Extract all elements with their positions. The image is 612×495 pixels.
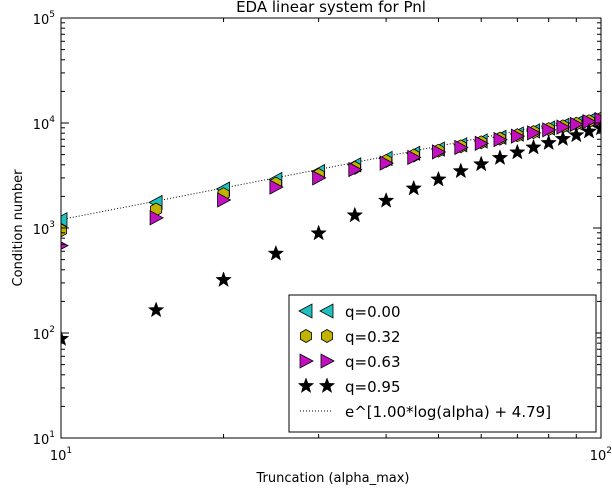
legend-entry: e^[1.00*log(alpha) + 4.79]	[300, 403, 551, 421]
legend-entry: q=0.32	[299, 328, 401, 346]
legend-marker	[319, 303, 334, 319]
plot-area	[61, 111, 601, 346]
data-point	[525, 138, 542, 155]
x-tick-label: 101	[50, 446, 72, 464]
data-point	[542, 122, 557, 138]
x-tick-label: 102	[590, 446, 612, 464]
legend-label: e^[1.00*log(alpha) + 4.79]	[345, 403, 551, 421]
data-point	[215, 271, 232, 288]
legend: q=0.00 q=0.32 q=0.63 q=0.95 e^[1.00*log(alph…	[288, 294, 597, 433]
data-point	[580, 122, 598, 139]
data-point	[346, 206, 364, 223]
data-point	[377, 191, 395, 208]
data-point	[430, 170, 447, 187]
legend-marker	[299, 353, 314, 369]
data-point	[147, 301, 165, 318]
data-point	[310, 224, 327, 241]
data-point	[149, 210, 164, 226]
y-tick-label: 102	[33, 325, 55, 343]
y-tick-label: 104	[33, 115, 56, 133]
y-tick-label: 101	[33, 430, 55, 448]
legend-entry: q=0.00	[298, 303, 401, 321]
data-point	[567, 126, 585, 143]
legend-marker	[299, 329, 313, 343]
legend-marker	[320, 329, 334, 343]
legend-marker	[318, 377, 336, 394]
y-tick-label: 105	[33, 10, 55, 28]
series-q=0.95	[61, 119, 601, 346]
data-point	[61, 212, 68, 228]
data-point	[474, 135, 490, 152]
legend-box	[288, 294, 597, 433]
data-point	[556, 119, 571, 135]
legend-label: q=0.00	[345, 303, 401, 321]
data-point	[509, 143, 526, 160]
data-point	[312, 170, 327, 186]
data-point	[267, 244, 285, 261]
chart-title: EDA linear system for Pnl	[236, 0, 426, 16]
legend-marker	[298, 303, 313, 319]
legend-label: q=0.95	[345, 378, 401, 396]
data-point	[407, 149, 422, 166]
data-point	[491, 149, 509, 165]
data-point	[269, 179, 284, 195]
legend-entry: q=0.95	[297, 377, 401, 396]
data-point	[379, 155, 394, 171]
data-point	[493, 131, 508, 148]
y-tick-label: 103	[33, 220, 55, 238]
legend-label: q=0.63	[345, 353, 401, 371]
data-point	[527, 125, 542, 141]
data-point	[432, 144, 447, 160]
data-point	[61, 223, 68, 238]
legend-label: q=0.32	[345, 328, 401, 346]
series-q=0.63	[61, 111, 601, 250]
data-point	[452, 162, 470, 179]
ticks-layer: 101 102 103 104 105 101 102	[33, 10, 612, 464]
legend-marker	[320, 353, 335, 369]
legend-entry: q=0.63	[299, 353, 401, 371]
data-point	[510, 128, 526, 144]
data-point	[554, 130, 572, 147]
data-point	[405, 179, 423, 196]
markers-layer	[61, 111, 601, 346]
legend-marker	[297, 377, 315, 394]
x-axis-label: Truncation (alpha_max)	[255, 471, 409, 486]
data-point	[472, 155, 490, 172]
data-point	[348, 161, 363, 178]
y-axis-label: Condition number	[11, 169, 26, 287]
data-point	[540, 134, 557, 151]
data-point	[217, 192, 232, 208]
data-point	[454, 139, 469, 156]
